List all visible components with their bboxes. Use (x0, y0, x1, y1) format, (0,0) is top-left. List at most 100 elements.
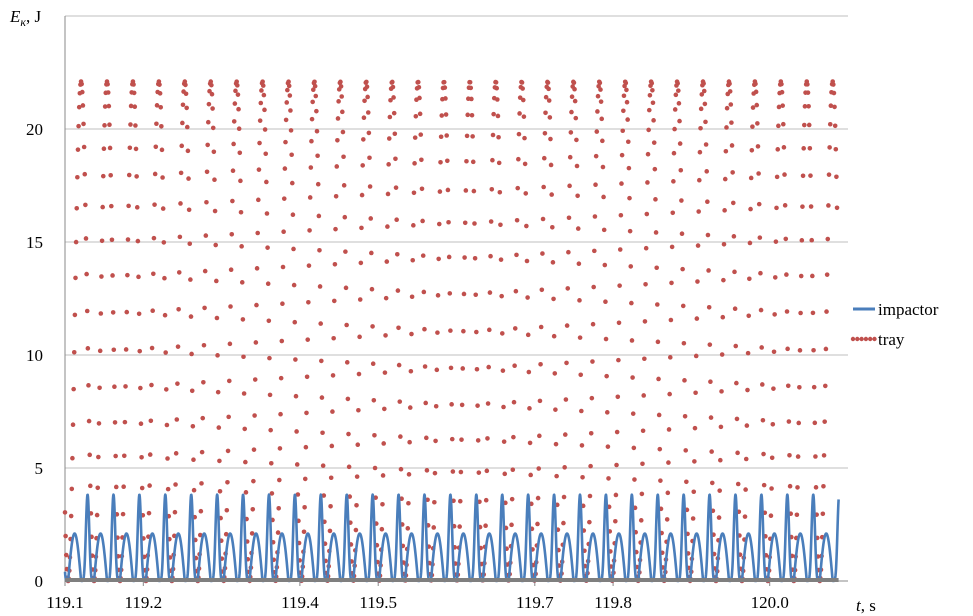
tray-point (568, 130, 574, 135)
tray-point (680, 266, 685, 272)
tray-point (183, 91, 189, 97)
tray-point (805, 82, 810, 87)
tray-point (594, 129, 600, 134)
tray-point (136, 311, 142, 317)
tray-point (100, 204, 105, 210)
tray-point (735, 481, 741, 487)
tray-point (761, 482, 767, 488)
tray-point (473, 292, 479, 298)
tray-point (134, 174, 139, 179)
tray-point (433, 403, 439, 409)
tray-point (333, 226, 338, 232)
tray-point (251, 478, 256, 484)
tray-point (514, 217, 520, 223)
tray-point (126, 172, 132, 178)
tray-point (667, 355, 673, 360)
tray-point (524, 223, 529, 229)
tray-point (589, 395, 595, 401)
tray-point (386, 136, 392, 141)
tray-point (128, 122, 133, 127)
tray-point (69, 486, 75, 492)
tray-point (730, 200, 736, 206)
tray-point (102, 104, 108, 109)
tray-point (125, 272, 130, 278)
tray-point (175, 381, 180, 386)
tray-point (308, 165, 314, 170)
tray-point (656, 412, 662, 418)
tray-point (722, 176, 728, 182)
tray-point (232, 101, 238, 106)
tray-point (655, 302, 660, 307)
tray-point (191, 457, 196, 462)
tray-point (724, 125, 729, 130)
tray-point (657, 446, 663, 452)
tray-point (294, 429, 299, 434)
tray-point (335, 138, 340, 143)
tray-point (286, 79, 291, 85)
tray-point (573, 115, 579, 121)
tray-point (564, 360, 569, 366)
tray-point (780, 103, 785, 108)
tray-point (669, 244, 675, 250)
tray-point (616, 320, 622, 326)
tray-point (305, 337, 311, 342)
tray-point (133, 123, 138, 128)
tray-point (810, 273, 815, 279)
tray-point (212, 208, 218, 214)
tray-point (750, 105, 756, 110)
tray-point (695, 243, 701, 248)
tray-point (81, 121, 86, 127)
tray-point (368, 216, 374, 221)
tray-point (391, 110, 397, 116)
tray-point (631, 445, 637, 451)
tray-point (796, 420, 802, 426)
tray-point (309, 138, 314, 144)
tray-point (211, 149, 217, 155)
tray-point (616, 357, 621, 363)
tray-point (551, 296, 556, 302)
tray-point (101, 146, 107, 151)
tray-point (483, 497, 489, 503)
tray-point (419, 157, 424, 163)
tray-point (760, 417, 766, 423)
legend-tray-dot (863, 336, 869, 342)
tray-point (448, 328, 453, 333)
tray-point (651, 118, 656, 123)
tray-point (369, 286, 375, 292)
tray-point (173, 451, 179, 456)
tray-point (445, 187, 451, 193)
tray-point (546, 98, 552, 103)
tray-point (73, 275, 78, 281)
tray-point (97, 385, 102, 391)
tray-point (537, 433, 542, 439)
tray-point (341, 183, 347, 188)
tray-point (439, 113, 445, 118)
tray-point (677, 118, 682, 124)
tray-point (485, 436, 490, 441)
tray-point (62, 510, 68, 515)
tray-point (774, 205, 779, 211)
tray-point (178, 170, 184, 176)
tray-point (372, 433, 377, 438)
tray-point (578, 372, 584, 378)
tray-point (149, 345, 155, 351)
x-tick-label: 120.0 (751, 593, 789, 612)
tray-point (464, 133, 470, 139)
tray-point (123, 384, 128, 389)
tray-point (260, 83, 266, 88)
tray-point (443, 96, 448, 101)
tray-point (798, 273, 804, 279)
tray-point (267, 355, 272, 361)
tray-point (449, 436, 455, 442)
tray-point (408, 368, 414, 374)
tray-point (215, 389, 221, 395)
tray-point (615, 394, 621, 400)
tray-point (188, 277, 193, 282)
tray-point (180, 120, 185, 126)
tray-point (71, 386, 76, 392)
tray-point (262, 127, 268, 132)
tray-point (523, 191, 529, 196)
tray-point (307, 195, 313, 200)
tray-point (284, 100, 290, 105)
